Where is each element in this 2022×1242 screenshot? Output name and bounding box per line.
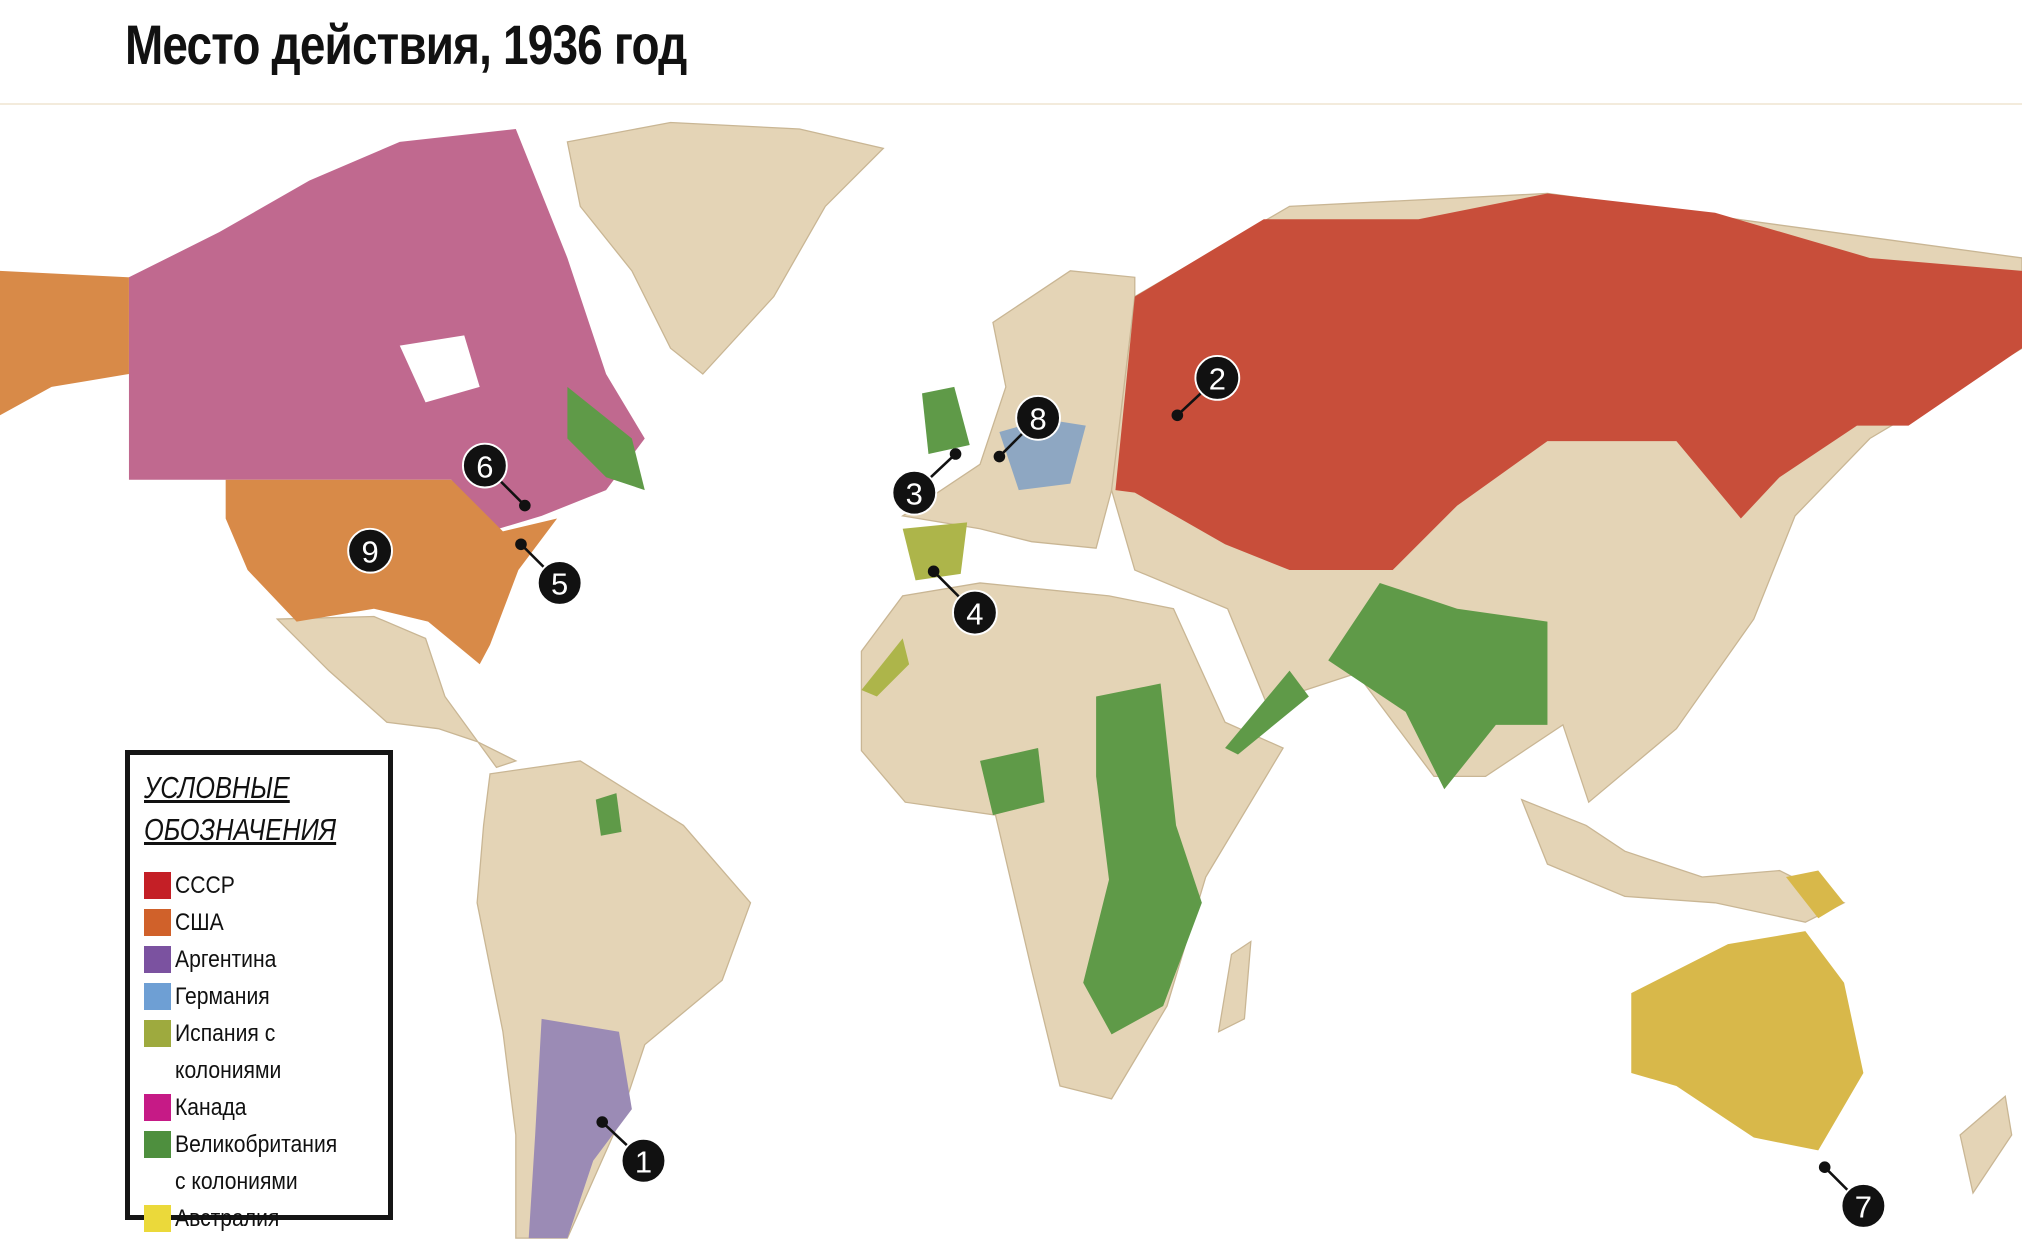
legend-label: Австралия (175, 1205, 280, 1232)
marker-badge (620, 1137, 667, 1184)
marker-number: 9 (361, 534, 378, 569)
legend-label: Испания с колониями (175, 1020, 282, 1084)
territory-britain (922, 386, 970, 454)
marker-badge (536, 560, 583, 606)
marker-point (1171, 409, 1184, 422)
marker-badge (891, 469, 938, 516)
marker-number: 8 (1029, 402, 1046, 437)
marker-number: 4 (966, 596, 983, 631)
territory-arabia-british (1225, 670, 1309, 755)
page-title: Место действия, 1936 год (125, 13, 687, 76)
marker-4[interactable]: 4 (927, 565, 998, 636)
marker-badge (1840, 1182, 1887, 1229)
greenland (566, 121, 885, 375)
marker-1[interactable]: 1 (596, 1116, 667, 1184)
marker-3[interactable]: 3 (891, 448, 962, 516)
territory-spain (902, 522, 968, 581)
marker-number: 7 (1855, 1190, 1872, 1225)
legend-item: Испания с колониями (144, 1015, 374, 1089)
marker-5[interactable]: 5 (515, 538, 583, 606)
territory-australia (1631, 931, 1864, 1151)
madagascar (1217, 940, 1252, 1033)
marker-point (993, 450, 1006, 463)
marker-point (519, 499, 531, 512)
territory-alaska (0, 270, 129, 416)
legend-item: Аргентина (144, 941, 374, 978)
marker-number: 3 (906, 476, 923, 511)
highlighted-territories (0, 128, 2022, 1239)
territory-new-guinea (1786, 870, 1845, 919)
marker-point (949, 448, 962, 460)
legend-label: Канада (175, 1094, 247, 1121)
legend-swatch (144, 946, 171, 973)
marker-8[interactable]: 8 (993, 394, 1061, 463)
territory-india (1328, 582, 1548, 790)
marker-point (1818, 1161, 1831, 1173)
legend: УСЛОВНЫЕ ОБОЗНАЧЕНИЯ СССР США Аргентина Гер… (125, 750, 393, 1232)
marker-point (596, 1116, 609, 1128)
markers: 1 2 3 4 5 6 7 8 9 (347, 354, 1887, 1229)
hudson-bay (399, 335, 480, 403)
legend-swatch (144, 1020, 171, 1047)
marker-badge (1194, 354, 1241, 401)
territory-germany (999, 419, 1086, 491)
territory-spanish-sahara (861, 638, 910, 697)
header-divider (0, 103, 2022, 105)
territory-guiana-british (595, 793, 622, 836)
territory-usa (225, 479, 558, 665)
marker-number: 6 (476, 449, 493, 484)
marker-badge (952, 589, 998, 636)
marker-2[interactable]: 2 (1171, 354, 1241, 422)
legend-swatch (144, 1094, 171, 1121)
legend-swatch (144, 872, 171, 899)
legend-swatch (144, 1205, 171, 1232)
legend-title-line1: УСЛОВНЫЕ (144, 770, 290, 805)
legend-title-line2: ОБОЗНАЧЕНИЯ (144, 812, 337, 847)
legend-item: Германия (144, 978, 374, 1015)
marker-6[interactable]: 6 (461, 442, 531, 512)
marker-badge (1015, 394, 1061, 441)
territory-west-africa-british (980, 748, 1045, 816)
marker-badge (347, 527, 393, 574)
legend-label: Аргентина (175, 946, 277, 973)
legend-item: Канада (144, 1089, 374, 1126)
legend-label: СССР (175, 872, 235, 899)
legend-item: США (144, 904, 374, 941)
marker-number: 5 (551, 567, 568, 602)
territory-argentina (528, 1018, 632, 1239)
territory-east-africa-british (1083, 683, 1202, 1035)
legend-item: Австралия (144, 1200, 374, 1237)
marker-badge (461, 442, 508, 489)
marker-7[interactable]: 7 (1818, 1161, 1887, 1229)
marker-point (927, 565, 940, 578)
marker-9[interactable]: 9 (347, 527, 393, 574)
mexico-central-america (275, 615, 518, 769)
marker-point (515, 538, 527, 551)
marker-number: 1 (635, 1145, 652, 1180)
territory-newfoundland (567, 386, 645, 491)
southeast-asia-islands (1520, 798, 1846, 923)
legend-item: СССР (144, 867, 374, 904)
territory-ussr (1115, 193, 2022, 571)
legend-label: Германия (175, 983, 270, 1010)
legend-swatch (144, 1131, 171, 1158)
legend-item: Великобритания с колониями (144, 1126, 374, 1200)
marker-number: 2 (1209, 362, 1226, 397)
territory-canada (128, 128, 645, 532)
legend-label: США (175, 909, 224, 936)
new-zealand (1959, 1095, 2013, 1195)
legend-swatch (144, 983, 171, 1010)
legend-items: СССР США Аргентина Германия Испания с колони… (144, 867, 374, 1237)
legend-label: Великобритания с колониями (175, 1131, 338, 1195)
legend-swatch (144, 909, 171, 936)
